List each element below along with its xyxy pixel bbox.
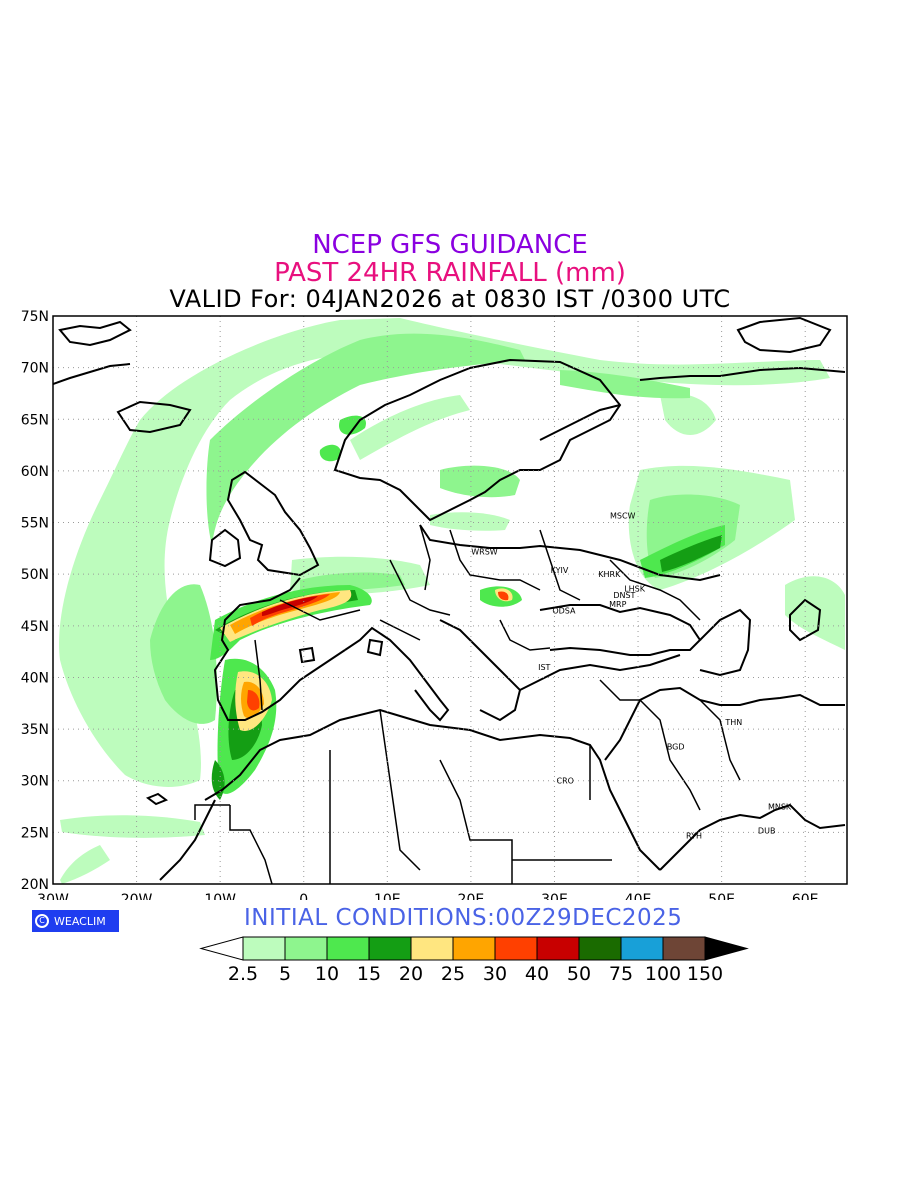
lat-tick-label: 60N [21, 464, 49, 480]
legend-label: 25 [441, 963, 465, 985]
legend-swatch [242, 936, 286, 961]
legend-label: 15 [357, 963, 381, 985]
city-label: MRP [609, 600, 626, 609]
coastlines [53, 316, 846, 881]
lat-tick-label: 65N [21, 412, 49, 428]
copyright-circle-icon: C [35, 914, 49, 928]
rainfall-field [59, 318, 845, 884]
city-label: WRSW [471, 547, 498, 556]
legend-swatch [578, 936, 622, 961]
legend-swatch [662, 936, 706, 961]
legend-swatch [494, 936, 538, 961]
lon-tick-label: 0 [299, 892, 308, 900]
lon-tick-label: 20W [121, 892, 153, 900]
lat-tick-label: 40N [21, 670, 49, 686]
lat-tick-label: 45N [21, 619, 49, 635]
city-label: KHRK [598, 570, 621, 579]
city-label: DNST [613, 591, 635, 600]
lon-tick-label: 30E [541, 892, 568, 900]
legend-label: 30 [483, 963, 507, 985]
lon-tick-label: 30W [37, 892, 69, 900]
rainfall-legend: 2.5 5 10 15 20 25 30 40 50 75 100 150 [195, 930, 775, 990]
lat-tick-label: 20N [21, 877, 49, 893]
city-label: IST [538, 663, 550, 672]
lat-tick-label: 35N [21, 722, 49, 738]
lat-tick-label: 75N [21, 309, 49, 325]
city-label: KYIV [551, 566, 569, 575]
lon-tick-label: 40E [625, 892, 652, 900]
rainfall-map: 30W 20W 10W 0 10E 20E 30E 40E 50E 60E 75N 70N 65N 60… [0, 300, 900, 908]
lat-tick-label: 55N [21, 516, 49, 532]
longitude-ticks: 30W 20W 10W 0 10E 20E 30E 40E 50E 60E [37, 892, 819, 908]
initial-conditions: INITIAL CONDITIONS:00Z29DEC2025 [244, 905, 683, 931]
city-label: MSCW [610, 511, 636, 520]
legend-label: 100 [645, 963, 681, 985]
city-label: CRO [557, 777, 574, 786]
legend-swatch [620, 936, 664, 961]
city-label: ODSA [552, 606, 576, 615]
lon-tick-label: 20E [458, 892, 485, 900]
city-label: THN [724, 718, 742, 727]
legend-swatch [410, 936, 454, 961]
lon-tick-label: 60E [792, 892, 819, 900]
weaclim-badge[interactable]: C WEACLIM [32, 910, 119, 932]
city-label: RYH [686, 831, 702, 840]
valid-time: VALID For: 04JAN2026 at 0830 IST /0300 U… [169, 285, 731, 313]
legend-label: 75 [609, 963, 633, 985]
city-label: BGD [667, 743, 685, 752]
legend-arrow-high [704, 936, 749, 961]
legend-label: 5 [279, 963, 291, 985]
lon-tick-label: 50E [708, 892, 735, 900]
legend-swatch [284, 936, 328, 961]
plot-frame [52, 315, 848, 885]
city-label: MNSK [768, 803, 792, 812]
legend-arrow-low [199, 936, 244, 961]
lat-tick-label: 50N [21, 567, 49, 583]
city-label: DUB [758, 826, 776, 835]
legend-swatch [326, 936, 370, 961]
latitude-ticks: 75N 70N 65N 60N 55N 50N 45N 40N 35N 30N 25N 20N [21, 309, 49, 893]
badge-label: WEACLIM [54, 914, 106, 928]
map-subtitle: PAST 24HR RAINFALL (mm) [274, 258, 626, 288]
legend-label: 150 [687, 963, 723, 985]
legend-label: 20 [399, 963, 423, 985]
legend-label: 10 [315, 963, 339, 985]
country-borders [194, 524, 741, 884]
legend-label: 2.5 [228, 963, 258, 985]
lon-tick-label: 10W [204, 892, 236, 900]
city-label: LHSK [624, 585, 646, 594]
legend-swatch [536, 936, 580, 961]
lat-tick-label: 25N [21, 825, 49, 841]
legend-swatch [368, 936, 412, 961]
lat-tick-label: 70N [21, 361, 49, 377]
rain-band-red [247, 591, 509, 711]
lon-tick-label: 10E [374, 892, 401, 900]
legend-swatch [452, 936, 496, 961]
legend-label: 50 [567, 963, 591, 985]
legend-label: 40 [525, 963, 549, 985]
lat-tick-label: 30N [21, 774, 49, 790]
map-title: NCEP GFS GUIDANCE [312, 230, 588, 260]
